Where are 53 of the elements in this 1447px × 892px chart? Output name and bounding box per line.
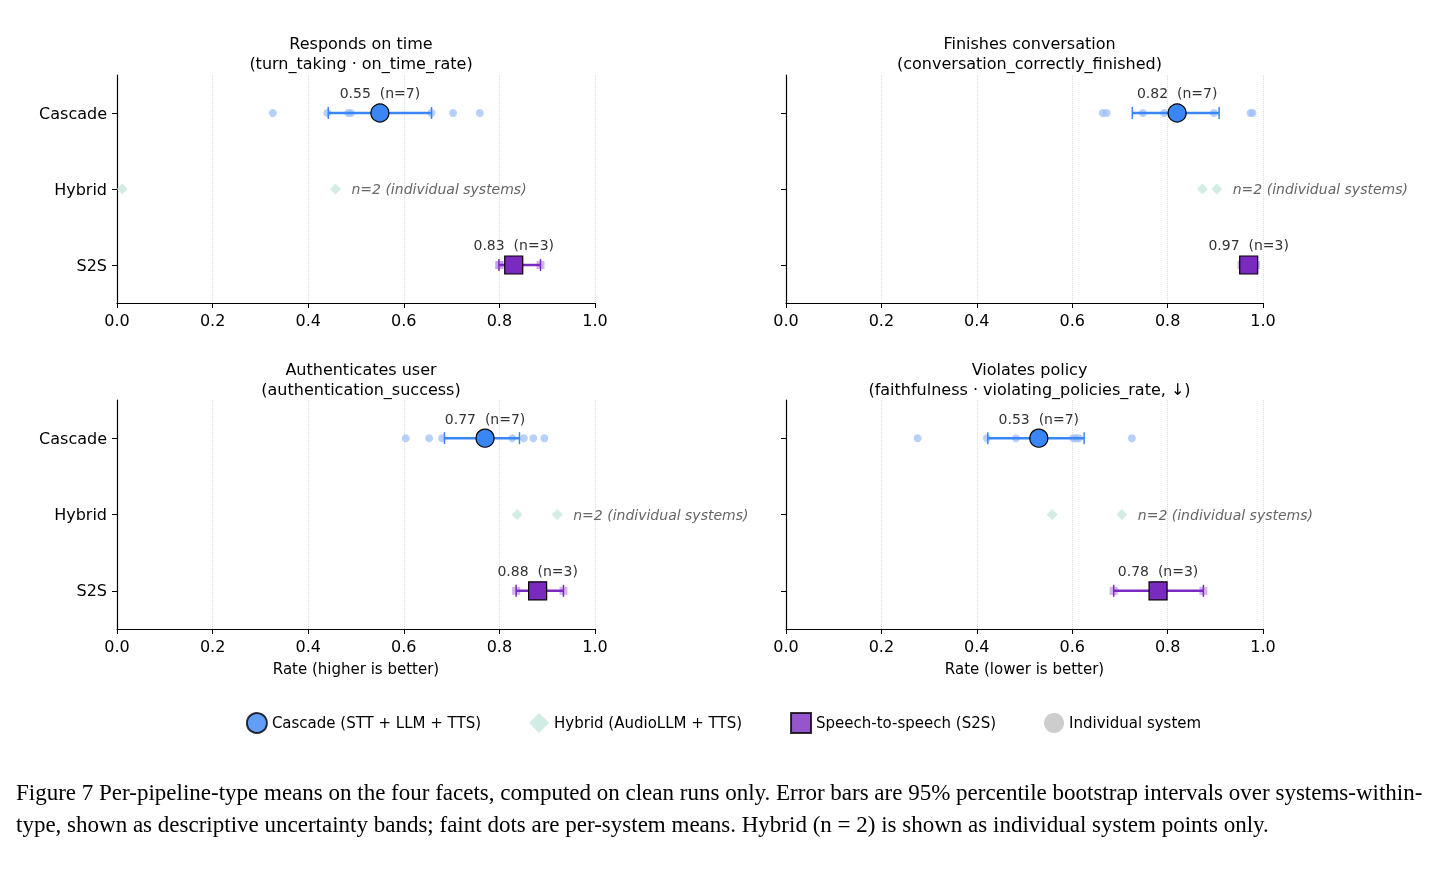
- legend-label: Individual system: [1069, 714, 1202, 732]
- x-tick-label: 1.0: [1250, 310, 1276, 330]
- y-tick-label: Hybrid: [54, 505, 107, 524]
- data-label: 0.82 (n=7): [1136, 85, 1218, 102]
- x-tick-label: 0.6: [391, 636, 417, 656]
- x-axis-title: Rate (lower is better): [944, 659, 1105, 678]
- y-tick-label: Cascade: [39, 103, 107, 123]
- x-tick-label: 0.2: [868, 310, 895, 330]
- y-tick-label: Hybrid: [54, 179, 107, 199]
- x-tick-label: 0.6: [391, 310, 417, 330]
- x-tick-label: 0.2: [868, 636, 895, 656]
- legend-label: Hybrid (AudioLLM + TTS): [554, 714, 743, 732]
- data-label: 0.88 (n=3): [497, 563, 578, 580]
- y-tick-label: Cascade: [39, 428, 107, 448]
- chart-title: Authenticates user (authentication_success): [261, 359, 461, 400]
- annotation: n=2 (individual systems): [573, 506, 749, 523]
- caption: Figure 7 Per-pipeline-type means on the four facets, computed on clean runs only. Error bars are 95% percentile bootstrap intervals over systems-within-type, shown as descriptive uncertainty bands; faint dots are per-system means. Hybrid (n = 2) is shown as individual system points only.: [16, 779, 1424, 839]
- legend-label: Speech-to-speech (S2S): [816, 714, 997, 732]
- y-tick-label: S2S: [76, 255, 107, 275]
- x-tick-label: 1.0: [582, 310, 608, 330]
- chart-title: Responds on time (turn_taking · on_time_rate): [249, 33, 473, 74]
- x-tick-label: 0.4: [295, 310, 321, 330]
- annotation: n=2 (individual systems): [1137, 506, 1313, 523]
- x-tick-label: 0.2: [199, 310, 226, 330]
- y-tick-label: S2S: [76, 581, 107, 601]
- annotation: n=2 (individual systems): [351, 181, 527, 197]
- annotation: n=2 (individual systems): [1232, 181, 1408, 197]
- x-tick-label: 0.2: [199, 636, 226, 656]
- x-tick-label: 0.4: [964, 636, 990, 656]
- x-tick-label: 0.8: [486, 636, 513, 656]
- data-label: 0.77 (n=7): [444, 410, 526, 427]
- x-axis-title: Rate (higher is better): [272, 659, 440, 678]
- x-tick-label: 0.8: [486, 310, 513, 330]
- x-tick-label: 0.0: [104, 310, 130, 330]
- data-label: 0.78 (n=3): [1117, 563, 1199, 580]
- x-tick-label: 0.4: [964, 310, 990, 330]
- data-label: 0.97 (n=3): [1208, 237, 1289, 254]
- x-tick-label: 0.0: [773, 636, 799, 656]
- data-label: 0.53 (n=7): [998, 410, 1080, 427]
- data-label: 0.83 (n=3): [473, 237, 554, 254]
- x-tick-label: 1.0: [582, 636, 608, 656]
- legend-label: Cascade (STT + LLM + TTS): [271, 714, 482, 732]
- x-tick-label: 1.0: [1250, 636, 1276, 656]
- x-tick-label: 0.6: [1059, 310, 1085, 330]
- x-tick-label: 0.8: [1154, 310, 1181, 330]
- x-tick-label: 0.4: [295, 636, 321, 656]
- x-tick-label: 0.6: [1059, 636, 1085, 656]
- chart-title: Violates policy (faithfulness · violating_policies_rate, ↓): [868, 359, 1191, 400]
- chart-title: Finishes conversation (conversation_correctly_finished): [897, 33, 1162, 74]
- data-label: 0.55 (n=7): [339, 85, 421, 102]
- x-tick-label: 0.8: [1154, 636, 1181, 656]
- x-tick-label: 0.0: [104, 636, 130, 656]
- x-tick-label: 0.0: [773, 310, 799, 330]
